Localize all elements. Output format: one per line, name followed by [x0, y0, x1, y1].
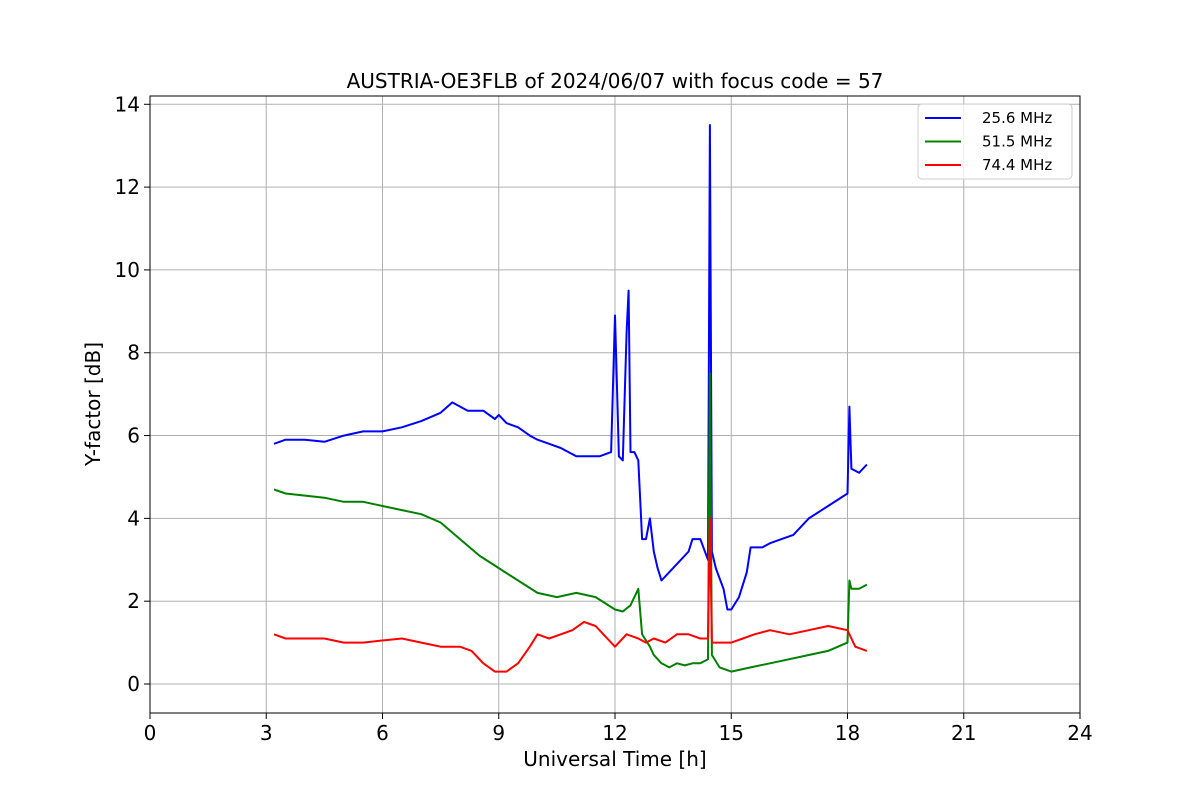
legend-box: [917, 103, 1073, 180]
x-tick-label: 6: [376, 721, 389, 745]
x-tick-label: 12: [602, 721, 627, 745]
y-tick-label: 6: [127, 424, 140, 448]
series-line-0: [273, 124, 868, 611]
y-tick-label: 0: [127, 672, 140, 696]
y-tick-label: 8: [127, 341, 140, 365]
legend-label-2: 74.4 MHz: [982, 156, 1052, 174]
x-axis-label: Universal Time [h]: [523, 747, 706, 771]
series-line-1: [273, 372, 868, 673]
x-tick-label: 0: [144, 721, 157, 745]
x-tick-label: 21: [951, 721, 976, 745]
series-line-2: [273, 517, 868, 673]
x-tick-label: 24: [1067, 721, 1092, 745]
y-tick-label: 2: [127, 589, 140, 613]
x-tick-label: 9: [492, 721, 505, 745]
y-tick-label: 12: [115, 175, 140, 199]
y-axis-label: Y-factor [dB]: [81, 342, 105, 467]
x-tick-label: 18: [835, 721, 860, 745]
y-tick-label: 4: [127, 506, 140, 530]
legend-label-0: 25.6 MHz: [982, 109, 1052, 127]
x-tick-label: 3: [260, 721, 273, 745]
x-ticks: 0 3 6 9 12 15 18 21 24: [144, 713, 1093, 745]
y-tick-label: 14: [115, 92, 140, 116]
x-tick-label: 15: [719, 721, 744, 745]
legend-label-1: 51.5 MHz: [982, 133, 1052, 151]
series-layer: [273, 124, 868, 673]
y-tick-label: 10: [115, 258, 140, 282]
y-ticks: 0 2 4 6 8 10 12 14: [115, 92, 150, 696]
chart-title: AUSTRIA-OE3FLB of 2024/06/07 with focus …: [347, 69, 884, 93]
legend: 25.6 MHz 51.5 MHz 74.4 MHz: [917, 103, 1073, 180]
